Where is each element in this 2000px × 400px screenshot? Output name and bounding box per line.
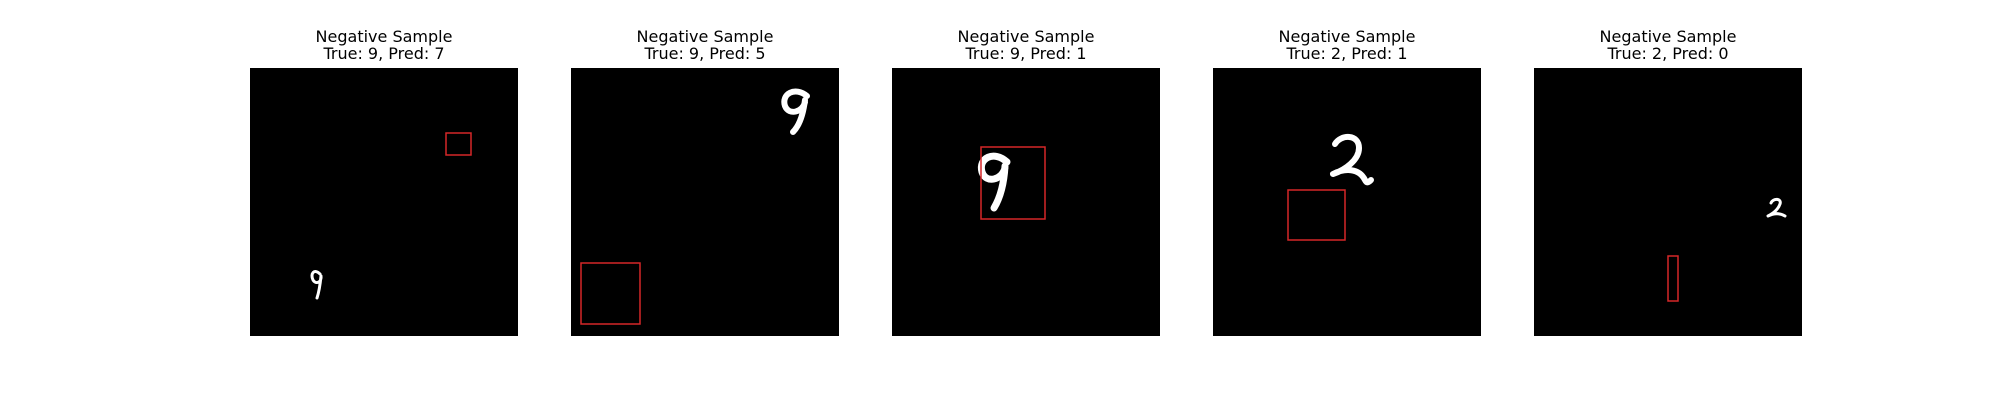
digit-glyph <box>977 152 1011 212</box>
panel-title: Negative Sample True: 9, Pred: 1 <box>852 28 1200 62</box>
sample-image <box>1213 68 1481 336</box>
sample-image-canvas <box>1667 197 1787 302</box>
panel-subtitle-line: True: 2, Pred: 1 <box>1286 44 1408 63</box>
sample-panel-3: Negative Sample True: 9, Pred: 1 <box>892 0 1160 340</box>
predicted-box <box>580 262 641 325</box>
sample-image <box>1534 68 1802 336</box>
sample-image-canvas <box>310 132 472 300</box>
panel-subtitle-line: True: 9, Pred: 7 <box>323 44 445 63</box>
sample-image-canvas <box>1287 134 1374 241</box>
predicted-box <box>445 132 472 156</box>
panel-title-line: Negative Sample <box>1278 27 1416 46</box>
sample-image <box>250 68 518 336</box>
predicted-box <box>1287 189 1346 241</box>
panel-subtitle-line: True: 9, Pred: 5 <box>644 44 766 63</box>
sample-panel-5: Negative Sample True: 2, Pred: 0 <box>1534 0 1802 340</box>
panel-subtitle-line: True: 9, Pred: 1 <box>965 44 1087 63</box>
panel-title-line: Negative Sample <box>636 27 774 46</box>
sample-image <box>571 68 839 336</box>
sample-image-canvas <box>977 146 1046 220</box>
sample-panel-2: Negative Sample True: 9, Pred: 5 <box>571 0 839 340</box>
panel-title-line: Negative Sample <box>315 27 453 46</box>
digit-glyph <box>1766 197 1787 218</box>
sample-image <box>892 68 1160 336</box>
sample-panel-1: Negative Sample True: 9, Pred: 7 <box>250 0 518 340</box>
sample-image-canvas <box>580 88 810 325</box>
panel-title-line: Negative Sample <box>1599 27 1737 46</box>
panel-title-line: Negative Sample <box>957 27 1095 46</box>
panel-title: Negative Sample True: 2, Pred: 1 <box>1173 28 1521 62</box>
panel-title: Negative Sample True: 9, Pred: 7 <box>210 28 558 62</box>
panel-title: Negative Sample True: 9, Pred: 5 <box>531 28 879 62</box>
predicted-box <box>1667 255 1679 302</box>
panel-title: Negative Sample True: 2, Pred: 0 <box>1494 28 1842 62</box>
predicted-box <box>980 146 1046 220</box>
panel-subtitle-line: True: 2, Pred: 0 <box>1607 44 1729 63</box>
sample-panel-4: Negative Sample True: 2, Pred: 1 <box>1213 0 1481 340</box>
digit-glyph <box>1330 134 1374 186</box>
digit-glyph <box>781 88 810 135</box>
digit-glyph <box>310 270 323 300</box>
